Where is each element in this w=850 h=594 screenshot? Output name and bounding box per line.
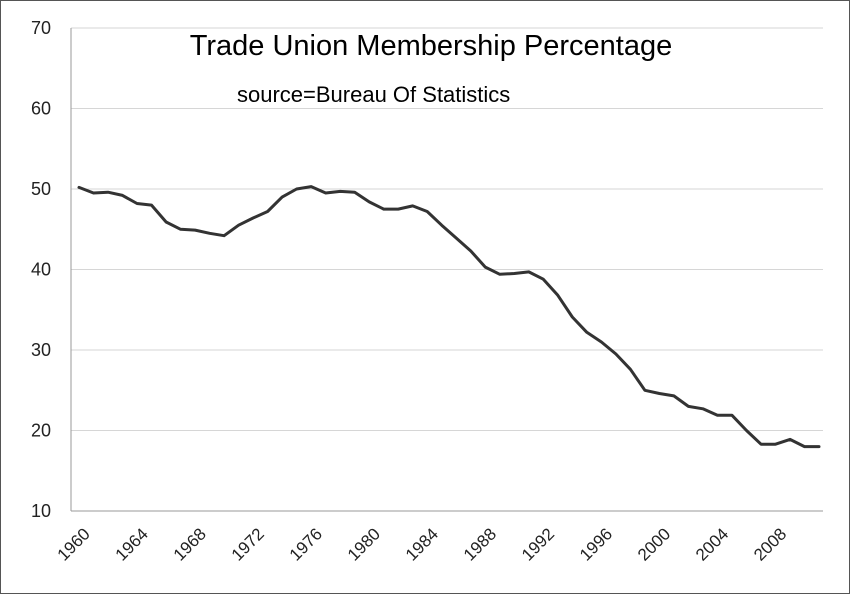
y-tick-label: 10 xyxy=(31,501,51,521)
x-tick-label: 2008 xyxy=(750,524,790,564)
x-tick-label: 1968 xyxy=(170,524,210,564)
x-tick-label: 1980 xyxy=(344,524,384,564)
x-tick-label: 1992 xyxy=(518,524,558,564)
x-tick-label: 2000 xyxy=(634,524,674,564)
y-tick-label: 50 xyxy=(31,179,51,199)
x-tick-label: 1996 xyxy=(576,524,616,564)
x-tick-label: 1984 xyxy=(402,524,442,564)
chart-subtitle: source=Bureau Of Statistics xyxy=(237,82,510,107)
y-tick-label: 30 xyxy=(31,340,51,360)
x-tick-label: 1976 xyxy=(286,524,326,564)
y-tick-label: 20 xyxy=(31,421,51,441)
y-tick-label: 40 xyxy=(31,260,51,280)
chart-title: Trade Union Membership Percentage xyxy=(190,30,673,62)
series-line xyxy=(77,185,821,449)
x-tick-label: 1964 xyxy=(112,524,152,564)
x-tick-label: 1960 xyxy=(54,524,94,564)
y-tick-label: 60 xyxy=(31,99,51,119)
x-tick-label: 1988 xyxy=(460,524,500,564)
x-tick-label: 1972 xyxy=(228,524,268,564)
y-tick-label: 70 xyxy=(31,18,51,38)
x-tick-label: 2004 xyxy=(692,524,732,564)
